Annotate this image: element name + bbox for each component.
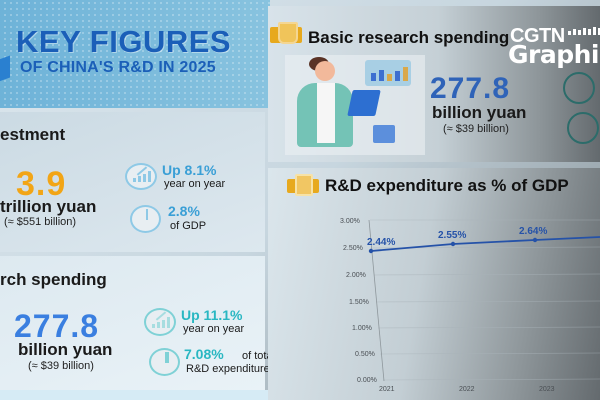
x-tick: 2021 <box>379 386 395 393</box>
basic-card-value: 277.8 <box>430 72 511 105</box>
x-tick: 2023 <box>539 386 555 393</box>
investment-growth-value: Up 8.1% <box>162 162 217 178</box>
brand-logo-line2: Graphic <box>508 40 600 69</box>
y-tick: 1.50% <box>349 299 369 306</box>
basic-growth-label: year on year <box>183 323 245 335</box>
y-tick: 2.50% <box>343 245 363 252</box>
basic-research-heading: rch spending <box>0 270 107 289</box>
growth-chart-icon <box>563 72 595 104</box>
y-axis <box>368 219 385 382</box>
chart-heading: R&D expenditure as % of GDP <box>325 176 569 195</box>
brand-bars-icon <box>568 27 600 35</box>
y-tick: 2.00% <box>346 272 366 279</box>
x-tick: 2022 <box>459 386 475 393</box>
investment-heading: estment <box>0 125 66 144</box>
data-label: 2.55% <box>438 230 466 241</box>
basic-research-panel <box>0 256 265 390</box>
investment-value: 3.9 <box>16 165 67 203</box>
growth-chart-icon <box>125 163 157 190</box>
data-label: 2.64% <box>519 226 547 237</box>
investment-gdp-label: of GDP <box>170 220 207 232</box>
growth-chart-icon <box>144 308 176 336</box>
basic-research-value: 277.8 <box>14 308 100 344</box>
basic-research-unit: billion yuan <box>18 340 113 359</box>
data-point <box>450 241 456 247</box>
title-banner <box>0 0 270 108</box>
y-tick: 0.00% <box>357 377 377 384</box>
data-label: 2.44% <box>367 237 395 248</box>
pie-chart-icon <box>149 348 180 376</box>
brand-logo-line1: CGTN <box>510 25 565 47</box>
y-tick: 1.00% <box>352 325 372 332</box>
basic-card-unit: billion yuan <box>432 103 527 122</box>
pie-chart-icon <box>567 112 599 144</box>
investment-gdp-share: 2.8% <box>168 203 200 219</box>
flask-icon <box>278 22 298 44</box>
gridlines <box>370 219 600 381</box>
series-line <box>370 236 600 252</box>
page-subtitle: OF CHINA'S R&D IN 2025 <box>20 59 216 76</box>
data-point <box>532 237 538 243</box>
y-tick: 3.00% <box>340 218 360 225</box>
basic-growth-value: Up 11.1% <box>181 307 243 323</box>
page-title: KEY FIGURES <box>16 24 232 59</box>
basic-share-label: R&D expenditure <box>186 363 270 375</box>
investment-growth-label: year on year <box>164 178 226 190</box>
pie-chart-icon <box>130 205 161 233</box>
document-icon <box>373 125 395 143</box>
scientist-illustration <box>285 55 435 165</box>
clipboard-checklist-icon <box>295 174 313 196</box>
data-point <box>368 248 374 254</box>
basic-share-inline-label: of total <box>242 350 276 362</box>
y-tick: 0.50% <box>355 351 375 358</box>
basic-share-value: 7.08% <box>184 346 224 362</box>
bar-chart-icon <box>365 60 411 86</box>
chart-card <box>268 168 600 400</box>
investment-usd: (≈ $551 billion) <box>4 216 77 228</box>
basic-card-heading: Basic research spending <box>308 28 510 47</box>
divider <box>0 390 270 400</box>
basic-card-usd: (≈ $39 billion) <box>443 123 509 135</box>
basic-research-usd: (≈ $39 billion) <box>28 360 94 372</box>
investment-unit: trillion yuan <box>0 197 97 216</box>
